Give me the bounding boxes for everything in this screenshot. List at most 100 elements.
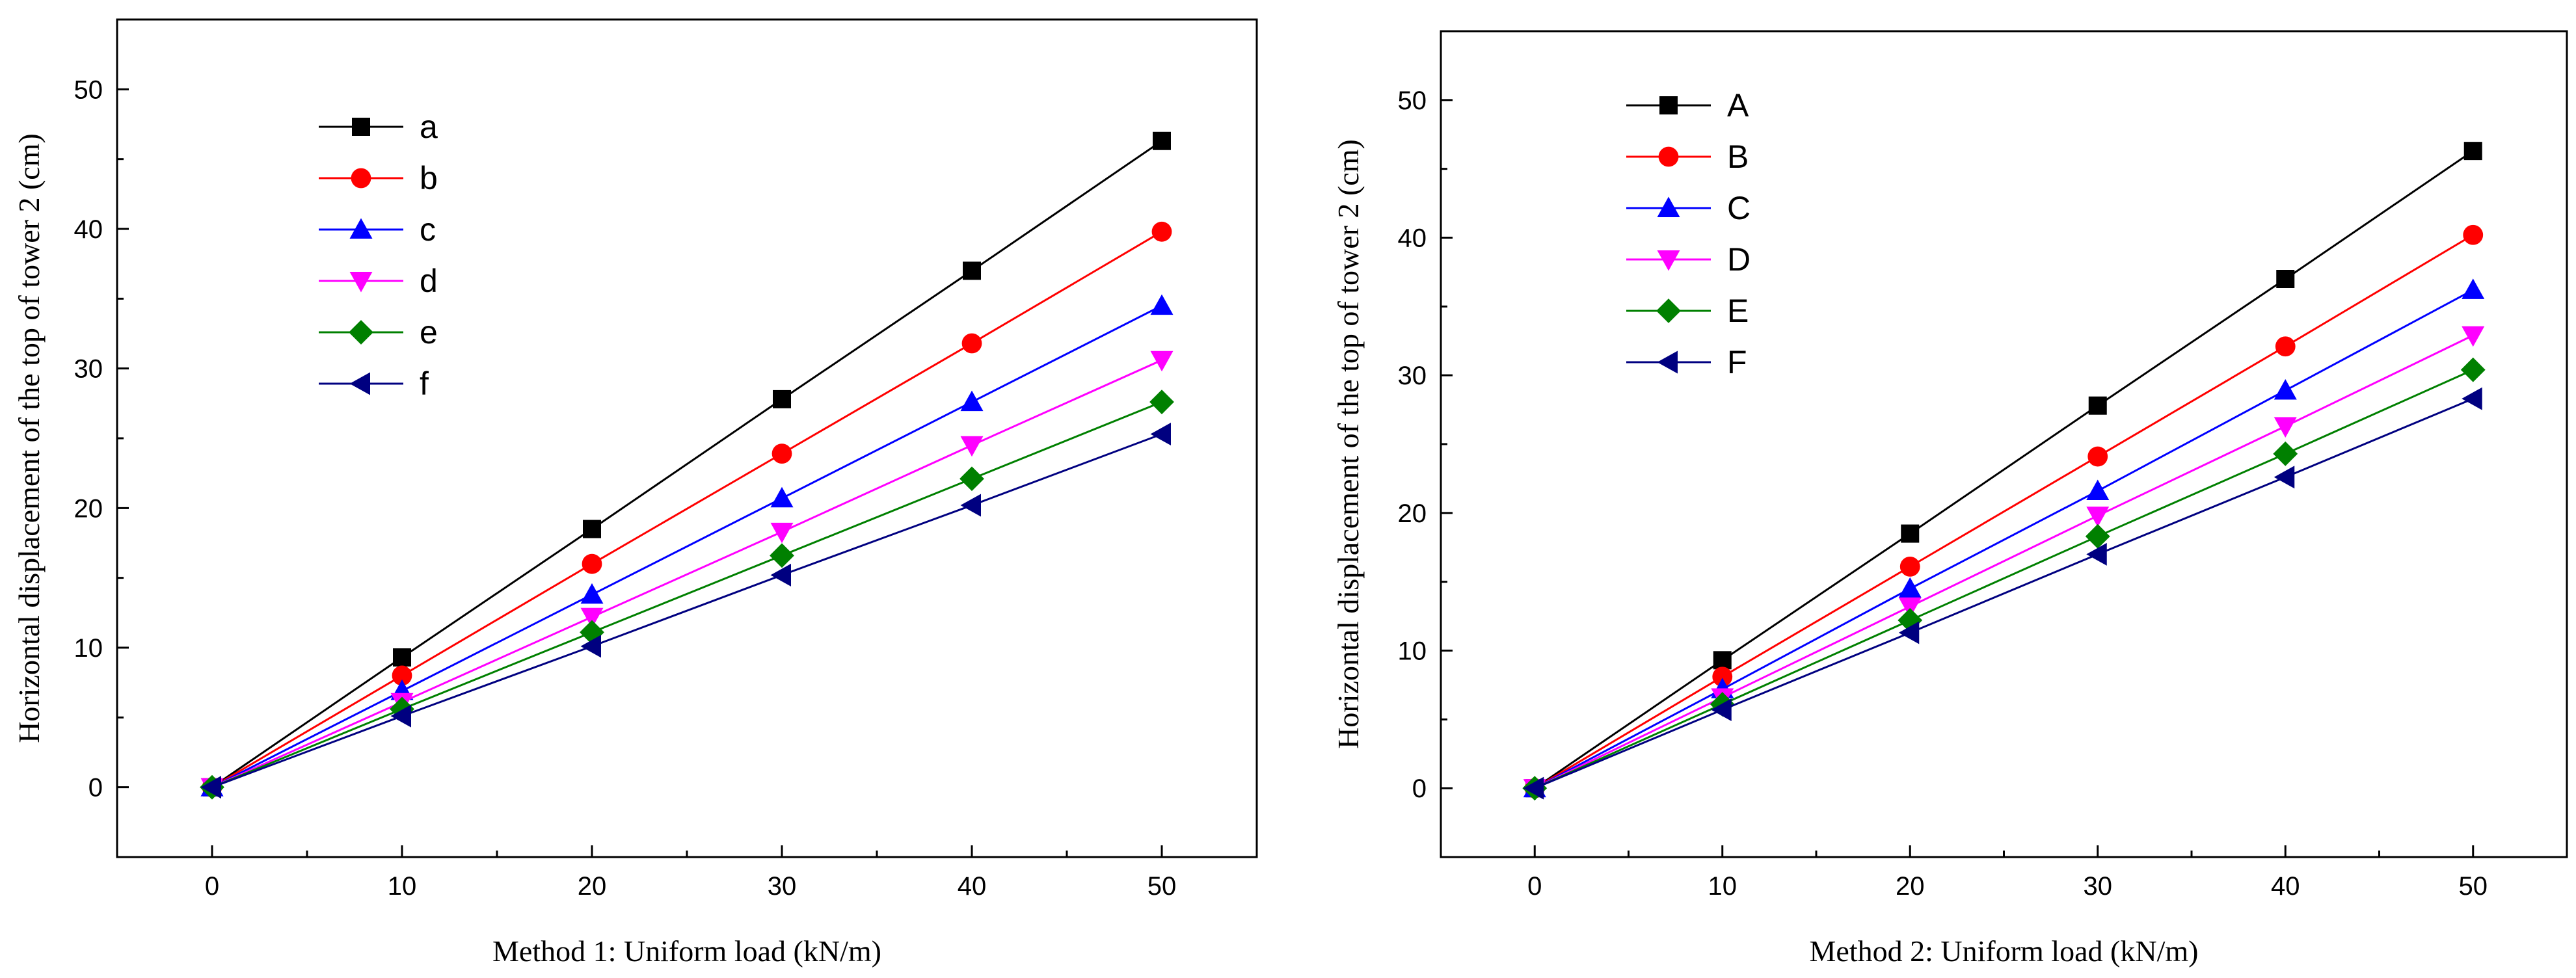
y-tick-label: 50 (74, 75, 103, 104)
data-point-c-20 (580, 583, 604, 604)
data-point-F-0 (1523, 776, 1544, 800)
data-point-B-20 (1899, 556, 1920, 577)
data-point-E-30 (2085, 523, 2110, 549)
x-axis-title: Method 1: Uniform load (kN/m) (492, 934, 881, 968)
legend-label-F: F (1727, 344, 1747, 380)
data-point-b-40 (961, 333, 982, 354)
series-line-b (211, 231, 1162, 788)
plot-frame (1440, 30, 2568, 858)
x-tick-label: 20 (1896, 872, 1925, 901)
x-tick-label: 40 (2271, 872, 2300, 901)
data-point-f-40 (960, 494, 981, 517)
series-f (200, 423, 1171, 799)
data-point-E-50 (2460, 357, 2486, 382)
y-axis-title: Horizontal displacement of the top of to… (12, 133, 46, 743)
data-point-b-30 (771, 443, 792, 464)
data-point-F-10 (1711, 698, 1732, 722)
y-tick-label: 40 (74, 215, 103, 244)
y-tick-label: 0 (88, 774, 103, 802)
y-tick-label: 20 (74, 494, 103, 523)
legend-marker-C (1657, 196, 1680, 217)
series-line-D (1534, 334, 2474, 789)
series-a (203, 131, 1171, 797)
data-point-A-30 (2088, 396, 2107, 415)
y-tick-label: 40 (1398, 224, 1427, 253)
series-line-d (211, 359, 1162, 789)
data-point-d-20 (580, 607, 604, 629)
data-point-f-30 (770, 563, 791, 587)
legend-label-a: a (420, 109, 438, 145)
data-point-F-50 (2462, 387, 2482, 410)
data-point-F-30 (2086, 542, 2107, 566)
data-point-d-30 (770, 522, 794, 544)
data-point-d-50 (1150, 350, 1174, 372)
data-point-A-10 (1713, 651, 1732, 670)
data-point-b-20 (582, 553, 602, 574)
y-tick-label: 10 (74, 634, 103, 663)
legend-label-A: A (1727, 87, 1749, 124)
legend-marker-b (351, 168, 371, 189)
data-point-E-40 (2273, 441, 2298, 466)
x-tick-label: 10 (1708, 872, 1737, 901)
chart-method-2: 0 10 20 30 40 50 0 10 20 30 40 50 Method 2: Uniform … (1332, 30, 2568, 968)
legend-label-b: b (420, 160, 438, 196)
series-line-C (1534, 289, 2474, 789)
x-tick-label: 50 (1147, 872, 1177, 901)
data-point-c-40 (960, 390, 984, 412)
data-point-A-40 (2276, 270, 2295, 288)
data-point-b-10 (392, 665, 412, 686)
legend-marker-F (1657, 350, 1678, 374)
series-line-E (1534, 369, 2474, 789)
legend-label-B: B (1727, 139, 1749, 175)
series-C (1523, 278, 2485, 798)
x-tick-label: 50 (2459, 872, 2488, 901)
data-point-a-40 (963, 261, 981, 280)
data-point-c-30 (770, 486, 794, 508)
data-point-e-50 (1149, 390, 1174, 415)
data-point-d-40 (960, 436, 984, 457)
series-line-F (1534, 397, 2474, 789)
data-point-B-10 (1712, 667, 1733, 687)
data-point-D-50 (2462, 326, 2485, 347)
legend-marker-f (349, 372, 370, 395)
data-point-a-30 (773, 390, 791, 408)
legend-label-d: d (420, 263, 438, 299)
legend-marker-A (1659, 96, 1678, 114)
data-point-f-50 (1150, 423, 1171, 446)
legend-label-f: f (420, 365, 429, 402)
y-tick-label: 0 (1412, 774, 1427, 803)
data-point-B-40 (2275, 336, 2296, 357)
data-point-b-50 (1151, 221, 1172, 242)
series-line-f (211, 433, 1162, 789)
data-point-C-40 (2274, 378, 2297, 400)
data-point-D-20 (1898, 597, 1922, 618)
data-point-a-20 (583, 520, 601, 538)
series-F (1523, 387, 2482, 800)
x-tick-label: 30 (768, 872, 797, 901)
x-tick-label: 0 (205, 872, 219, 901)
y-tick-label: 10 (1398, 637, 1427, 666)
data-point-a-10 (393, 648, 411, 667)
plot-frame (116, 18, 1258, 858)
series-c (200, 294, 1174, 797)
data-point-f-20 (580, 635, 601, 658)
data-point-f-0 (200, 776, 221, 799)
legend-label-D: D (1727, 241, 1751, 278)
series-A (1525, 142, 2482, 798)
data-point-f-10 (390, 704, 411, 728)
series-line-e (211, 401, 1162, 789)
data-point-A-20 (1901, 524, 1920, 543)
legend-marker-D (1657, 250, 1680, 271)
series-line-c (211, 304, 1162, 789)
data-point-B-30 (2087, 446, 2108, 467)
legend-marker-c (349, 218, 373, 239)
series-line-A (1534, 150, 2474, 789)
chart-method-1: 0 10 20 30 40 50 0 10 20 30 40 50 Method 1: Uniform … (12, 18, 1258, 968)
legend-label-e: e (420, 314, 438, 350)
legend-label-E: E (1727, 293, 1749, 329)
legend-label-c: c (420, 211, 436, 248)
data-point-B-50 (2463, 224, 2484, 245)
